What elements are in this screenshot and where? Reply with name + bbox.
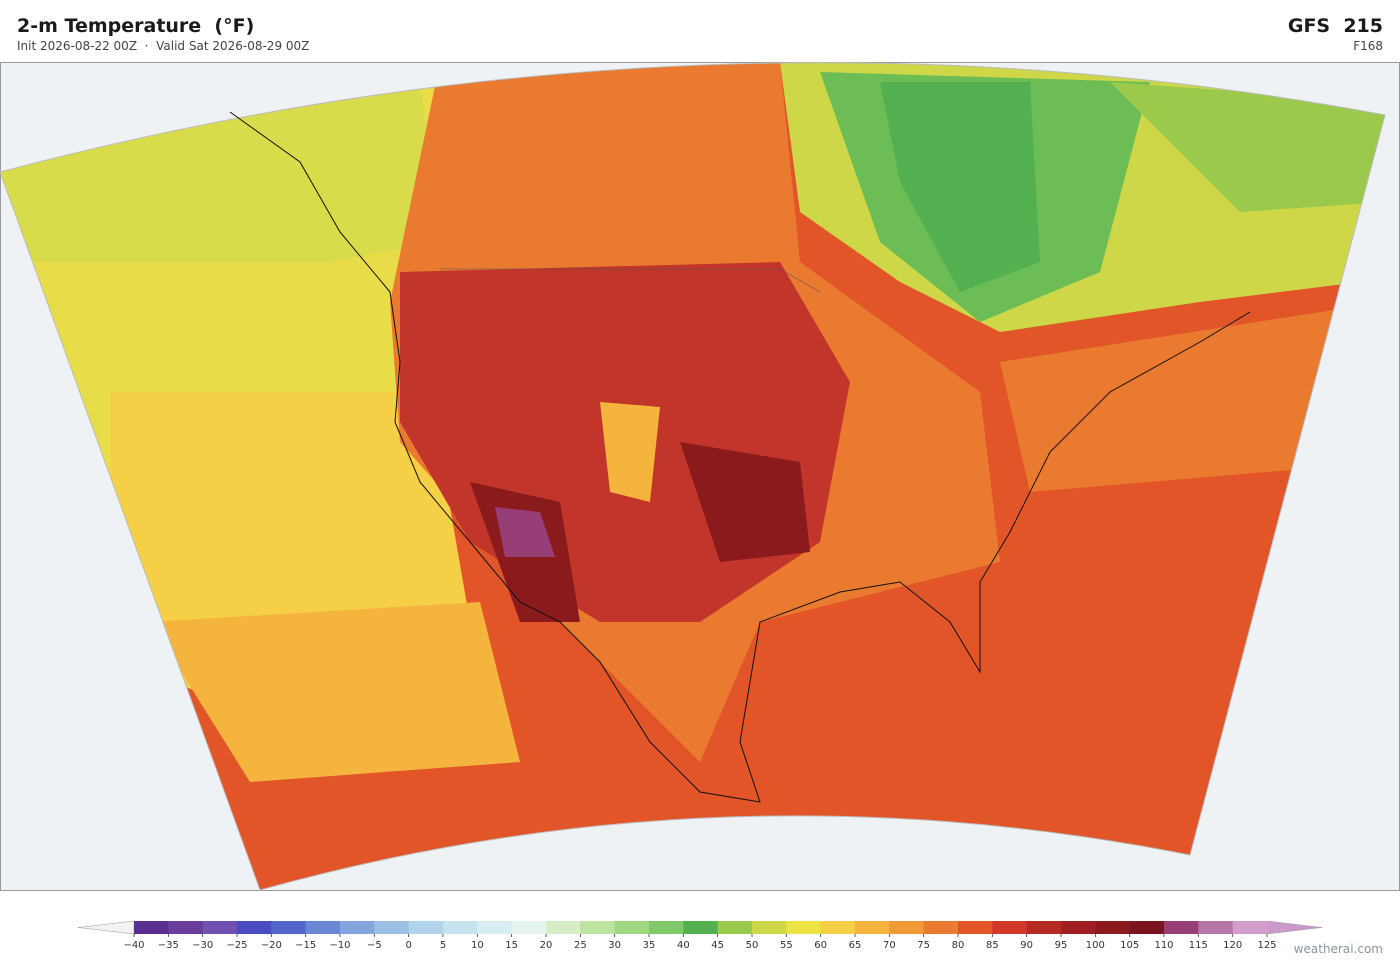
domain-outline xyxy=(0,62,1386,891)
colorbar-bin xyxy=(168,921,204,934)
colorbar-tick-label: 105 xyxy=(1120,940,1139,951)
colorbar-tick-label: 65 xyxy=(849,940,862,951)
colorbar-bin xyxy=(1198,921,1234,934)
colorbar-tick-label: 5 xyxy=(440,940,446,951)
colorbar-bin xyxy=(580,921,616,934)
colorbar-bin xyxy=(134,921,169,934)
colorbar-bin xyxy=(511,921,547,934)
field-plains-hot xyxy=(680,442,810,562)
colorbar-tick-label: 10 xyxy=(471,940,484,951)
colorbar-bin xyxy=(1095,921,1131,934)
subtitle: Init 2026-08-22 00Z · Valid Sat 2026-08-… xyxy=(17,39,310,53)
model-name: GFS 215 xyxy=(1287,15,1383,37)
colorbar-bin xyxy=(305,921,341,934)
field-labrador xyxy=(1110,82,1385,212)
colorbar-bin xyxy=(855,921,890,934)
field-canada-cold xyxy=(880,82,1040,292)
watermark: weatherai.com xyxy=(1293,942,1383,956)
field-pacific-mid xyxy=(150,602,520,782)
colorbar-bin xyxy=(717,921,753,934)
colorbar-bin xyxy=(1164,921,1199,934)
map xyxy=(0,62,1400,891)
colorbar-tick-label: 60 xyxy=(814,940,827,951)
colorbar-tick-label: −20 xyxy=(261,940,282,951)
colorbar: −40 −35 −30 −25 −20 −15 −10 −5 0 5 10 15 20 25 30 35 40 4… xyxy=(77,920,1323,951)
colorbar-bin xyxy=(1061,921,1096,934)
colorbar-under xyxy=(77,920,135,935)
colorbar-bin xyxy=(546,921,581,934)
colorbar-tick-label: −40 xyxy=(123,940,144,951)
colorbar-bin xyxy=(408,921,444,934)
colorbar-tick-label: 25 xyxy=(574,940,587,951)
colorbar-bin xyxy=(443,921,478,934)
colorbar-tick-label: 15 xyxy=(505,940,518,951)
colorbar-bin xyxy=(752,921,787,934)
colorbar-bin xyxy=(992,921,1028,934)
colorbar-bin xyxy=(614,921,650,934)
colorbar-bin xyxy=(923,921,959,934)
colorbar-bin xyxy=(889,921,925,934)
colorbar-tick-label: 40 xyxy=(677,940,690,951)
coastline xyxy=(229,111,1251,803)
colorbar-bin xyxy=(202,921,238,934)
title: 2-m Temperature (°F) xyxy=(17,15,255,37)
field-desert-extreme xyxy=(495,507,555,557)
colorbar-bin xyxy=(237,921,272,934)
colorbar-tick-label: 45 xyxy=(711,940,724,951)
colorbar-bin xyxy=(340,921,375,934)
colorbar-tick-label: 20 xyxy=(540,940,553,951)
colorbar-tick-label: 0 xyxy=(405,940,411,951)
colorbar-tick-label: 95 xyxy=(1055,940,1068,951)
field-rockies-cool xyxy=(600,402,660,502)
colorbar-tick-label: 50 xyxy=(746,940,759,951)
colorbar-bin xyxy=(1026,921,1062,934)
colorbar-bin xyxy=(958,921,993,934)
colorbar-tick-label: −30 xyxy=(192,940,213,951)
colorbar-bin xyxy=(477,921,513,934)
colorbar-over xyxy=(1266,920,1323,935)
colorbar-tick-label: −5 xyxy=(367,940,382,951)
colorbar-tick-label: −35 xyxy=(158,940,179,951)
colorbar-bin xyxy=(786,921,822,934)
colorbar-tick-label: 100 xyxy=(1086,940,1105,951)
colorbar-tick-label: 80 xyxy=(952,940,965,951)
colorbar-bin xyxy=(374,921,410,934)
colorbar-tick-label: 120 xyxy=(1223,940,1242,951)
colorbar-tick-label: 70 xyxy=(883,940,896,951)
colorbar-bin xyxy=(649,921,684,934)
colorbar-tick-label: −25 xyxy=(226,940,247,951)
colorbar-tick-label: 55 xyxy=(780,940,793,951)
colorbar-tick-label: 110 xyxy=(1154,940,1173,951)
colorbar-tick-label: 30 xyxy=(608,940,621,951)
border xyxy=(440,268,821,293)
field-atlantic xyxy=(1000,302,1385,492)
colorbar-tick-label: 35 xyxy=(643,940,656,951)
colorbar-bin xyxy=(1232,921,1268,934)
colorbar-tick-label: −10 xyxy=(329,940,350,951)
colorbar-bin xyxy=(683,921,719,934)
colorbar-tick-label: −15 xyxy=(295,940,316,951)
colorbar-tick-label: 125 xyxy=(1257,940,1276,951)
colorbar-tick-label: 115 xyxy=(1189,940,1208,951)
colorbar-bin xyxy=(1129,921,1165,934)
forecast-hour: F168 xyxy=(1353,39,1383,53)
colorbar-tick-label: 90 xyxy=(1020,940,1033,951)
colorbar-bin xyxy=(820,921,856,934)
colorbar-tick-label: 75 xyxy=(917,940,930,951)
colorbar-bin xyxy=(271,921,307,934)
colorbar-tick-label: 85 xyxy=(986,940,999,951)
